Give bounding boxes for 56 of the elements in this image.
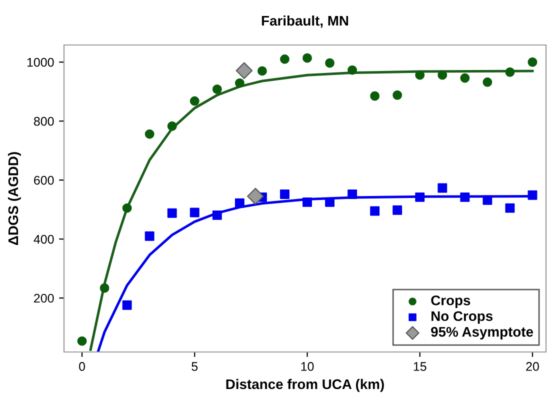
point — [505, 67, 515, 77]
point — [280, 54, 290, 64]
point — [482, 195, 492, 205]
y-axis-title: ΔDGS (AGDD) — [8, 152, 21, 245]
legend-label: Crops — [431, 295, 470, 308]
point — [234, 198, 244, 208]
point — [190, 96, 200, 106]
point — [392, 90, 402, 100]
y-tick-label: 200 — [34, 294, 54, 303]
x-tick-label: 15 — [414, 362, 426, 371]
point — [460, 73, 470, 83]
point — [438, 70, 448, 80]
point — [392, 205, 402, 215]
point — [234, 78, 244, 88]
point — [190, 208, 200, 218]
point — [144, 231, 154, 241]
point — [77, 336, 87, 346]
point — [415, 70, 425, 80]
point — [528, 57, 538, 67]
x-tick-label: 10 — [301, 362, 314, 371]
point — [100, 283, 110, 293]
x-tick-label: 0 — [79, 362, 86, 371]
x-tick-label: 20 — [526, 362, 539, 371]
point — [122, 203, 132, 213]
point — [144, 129, 154, 139]
point — [370, 91, 380, 101]
point — [236, 62, 253, 80]
point — [302, 53, 312, 63]
y-tick-label: 600 — [34, 176, 54, 185]
point — [348, 65, 358, 75]
point — [348, 190, 358, 199]
legend-label: 95% Asymptote — [431, 326, 534, 340]
point — [438, 183, 448, 193]
point — [212, 210, 222, 220]
point — [167, 208, 177, 218]
y-tick-label: 1000 — [27, 58, 54, 67]
point — [122, 300, 132, 310]
point — [167, 121, 177, 131]
point — [460, 192, 470, 202]
y-tick-label: 400 — [34, 234, 54, 244]
point — [528, 190, 538, 200]
x-axis-title: Distance from UCA (km) — [226, 378, 384, 392]
point — [280, 190, 290, 199]
point — [482, 77, 492, 87]
point — [415, 192, 425, 202]
chart-title: Faribault, MN — [262, 15, 348, 28]
y-tick-label: 800 — [34, 116, 54, 126]
point — [247, 188, 264, 205]
point — [325, 58, 334, 68]
point — [212, 84, 222, 94]
point — [257, 66, 267, 76]
x-tick-label: 5 — [192, 362, 198, 371]
point — [505, 203, 515, 213]
legend-label: No Crops — [432, 311, 493, 324]
point — [302, 197, 312, 207]
point — [370, 206, 380, 216]
